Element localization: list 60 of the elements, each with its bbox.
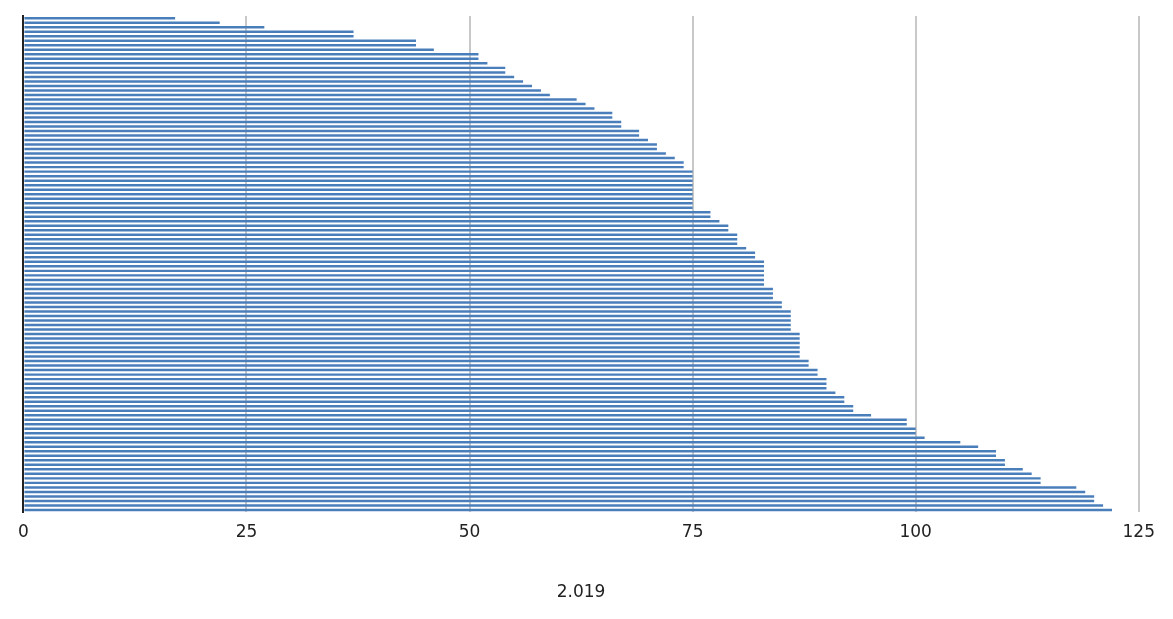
bar <box>24 161 684 164</box>
bar <box>24 71 506 74</box>
bar <box>24 80 524 83</box>
bar <box>24 391 836 394</box>
bar <box>24 53 479 56</box>
bar <box>24 441 961 444</box>
bar <box>24 89 541 92</box>
bar <box>24 486 1077 489</box>
x-tick-label: 25 <box>235 520 258 541</box>
bar <box>24 125 622 128</box>
bar <box>24 35 354 38</box>
x-tick-label: 0 <box>17 520 29 541</box>
bar <box>24 62 488 65</box>
bar <box>24 215 711 218</box>
bar <box>24 188 693 191</box>
bar <box>24 256 756 259</box>
bar <box>24 418 907 421</box>
bar <box>24 44 417 47</box>
bar <box>24 355 800 358</box>
bar <box>24 229 729 232</box>
bar <box>24 283 765 286</box>
bar <box>24 477 1041 480</box>
bar <box>24 432 916 435</box>
bar <box>24 459 1005 462</box>
bar <box>24 364 809 367</box>
bar <box>24 450 997 453</box>
bar <box>24 265 765 268</box>
bar <box>24 292 773 295</box>
bar <box>24 152 666 155</box>
bar <box>24 409 854 412</box>
bar <box>24 170 693 173</box>
bar <box>24 328 791 331</box>
x-tick-label: 100 <box>899 520 932 541</box>
bar <box>24 301 782 304</box>
bar <box>24 143 657 146</box>
x-tick-label: 50 <box>458 520 481 541</box>
bar <box>24 337 800 340</box>
bar <box>24 116 613 119</box>
bar <box>24 495 1095 498</box>
bar <box>24 197 693 200</box>
bar <box>24 134 640 137</box>
x-axis-title: 2.019 <box>556 581 606 602</box>
x-tick-label: 75 <box>681 520 704 541</box>
bar <box>24 346 800 349</box>
bar <box>24 382 827 385</box>
bar <box>24 400 845 403</box>
bar <box>24 247 747 250</box>
bar <box>24 238 738 241</box>
bar <box>24 274 765 277</box>
bar <box>24 468 1023 471</box>
bar <box>24 179 693 182</box>
bar <box>24 107 595 110</box>
bar <box>24 373 818 376</box>
x-tick-label: 125 <box>1122 520 1155 541</box>
bar <box>24 504 1104 507</box>
bar <box>24 26 265 29</box>
bar <box>24 98 577 101</box>
bar <box>24 319 791 322</box>
bar <box>24 310 791 313</box>
bar <box>24 206 693 209</box>
